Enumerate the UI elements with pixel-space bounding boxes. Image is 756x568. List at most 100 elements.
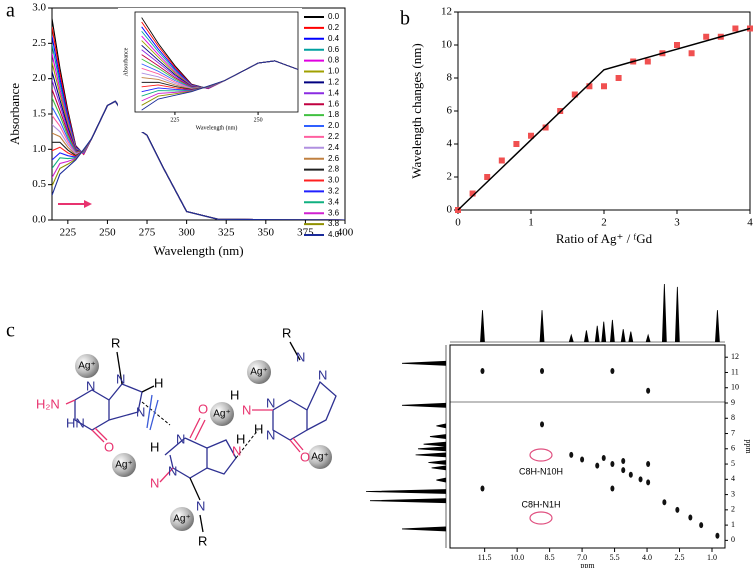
y-tick-label: 12 — [731, 352, 739, 361]
inset-x-tick-label: 225 — [170, 117, 179, 123]
projection-peak-left — [401, 526, 447, 532]
atom-label: H — [154, 375, 163, 390]
projection-peak-top — [568, 333, 574, 343]
data-point — [674, 42, 680, 48]
cross-peak — [480, 485, 485, 492]
annotation: C8H-N10H — [519, 466, 563, 476]
cross-peak — [601, 454, 606, 461]
legend-label: 4.0 — [328, 230, 340, 239]
atom-label: N — [242, 402, 251, 417]
cross-peak — [480, 367, 485, 374]
legend-label: 1.4 — [328, 88, 340, 97]
data-point — [542, 124, 549, 131]
legend-label: 1.2 — [328, 78, 340, 87]
atom-label: R — [111, 335, 120, 350]
data-point — [571, 91, 578, 98]
projection-peak-left — [401, 360, 447, 366]
x-tick-label: 5.5 — [610, 553, 620, 562]
projection-peak-top — [645, 333, 651, 343]
cross-peak — [646, 387, 651, 394]
cross-peak — [688, 514, 693, 521]
legend-label: 1.6 — [328, 99, 340, 108]
projection-peak-left — [369, 498, 447, 504]
legend-label: 0.0 — [328, 12, 340, 21]
projection-peak-top — [539, 310, 545, 343]
fit-line — [457, 27, 751, 211]
atom-label: O — [300, 449, 310, 464]
panel-label: c — [6, 320, 15, 342]
y-tick-label: 7 — [731, 428, 735, 437]
atom-label: O — [198, 401, 208, 416]
legend-label: 3.6 — [328, 208, 340, 217]
x-tick-label: 350 — [258, 227, 275, 239]
projection-peak-top — [584, 330, 589, 343]
y-tick-label: 3 — [731, 489, 735, 498]
cross-peak — [540, 367, 545, 374]
cross-peak — [610, 367, 615, 374]
x-tick-label: 225 — [60, 227, 77, 239]
cross-peak — [610, 461, 615, 468]
atom-label: R — [282, 325, 291, 340]
data-point — [732, 25, 739, 32]
projection-peak-left — [365, 489, 447, 494]
projection-peak-top — [628, 331, 634, 343]
y-tick-label: 0 — [731, 535, 735, 544]
y-tick-label: 4 — [447, 138, 453, 150]
cross-peak — [569, 451, 574, 458]
ion-label: Ag⁺ — [311, 452, 329, 463]
y-tick-label: 1.5 — [32, 108, 46, 120]
y-axis-title: Wavelength changes (nm) — [409, 43, 424, 178]
highlight — [529, 511, 553, 525]
legend-label: 2.6 — [328, 154, 340, 163]
cross-peak — [699, 522, 704, 529]
projection-peak-left — [436, 423, 447, 429]
atom-label: H — [236, 431, 245, 446]
x-axis-title: Ratio of Ag⁺ / ᶠGd — [556, 231, 653, 246]
x-tick-label: 250 — [99, 227, 116, 239]
legend-label: 2.0 — [328, 121, 340, 130]
atom-label: H — [230, 387, 239, 402]
legend-label: 2.2 — [328, 132, 340, 141]
atom-label: R — [198, 533, 207, 548]
data-point — [528, 132, 534, 139]
legend-label: 0.6 — [328, 45, 340, 54]
cross-peak — [662, 499, 667, 506]
projection-peak-left — [431, 465, 447, 471]
x-tick-label: 10.0 — [510, 553, 524, 562]
projection-peak-top — [480, 310, 485, 343]
x-axis-title: Wavelength (nm) — [153, 243, 243, 258]
annotation: C8H-N1H — [521, 499, 560, 509]
legend-label: 1.0 — [328, 67, 340, 76]
molecule-diagram — [65, 341, 337, 533]
projection-peak-top — [715, 310, 720, 343]
atom-label: H — [150, 439, 159, 454]
projection-peak-top — [610, 319, 615, 343]
y-tick-label: 2 — [447, 171, 453, 183]
atom-label: H₂N — [36, 396, 60, 411]
cross-peak — [646, 461, 651, 468]
x-tick-label: 1 — [528, 217, 534, 229]
x-tick-label: 4.0 — [642, 553, 652, 562]
y-tick-label: 8 — [447, 72, 453, 84]
y-tick-label: 3.0 — [32, 2, 46, 14]
cross-peak — [675, 506, 680, 513]
plot-frame — [457, 11, 751, 211]
projection-peak-left — [415, 452, 447, 458]
data-point — [498, 157, 505, 164]
legend-label: 2.8 — [328, 165, 340, 174]
x-tick-label: 2.5 — [675, 553, 685, 562]
y-tick-label: 12 — [441, 6, 452, 18]
projection-peak-left — [429, 434, 447, 439]
y-tick-label: 11 — [731, 367, 739, 376]
y-tick-label: 8 — [731, 413, 735, 422]
data-point — [601, 83, 607, 90]
cross-peak — [646, 479, 651, 486]
y-tick-label: 0 — [447, 204, 453, 216]
data-point — [513, 141, 520, 147]
y-axis-title: Absorbance — [7, 83, 22, 145]
x-tick-label: 2 — [601, 217, 607, 229]
projection-peak-left — [436, 477, 447, 483]
x-tick-label: 4 — [747, 217, 753, 229]
series-group — [52, 18, 345, 220]
